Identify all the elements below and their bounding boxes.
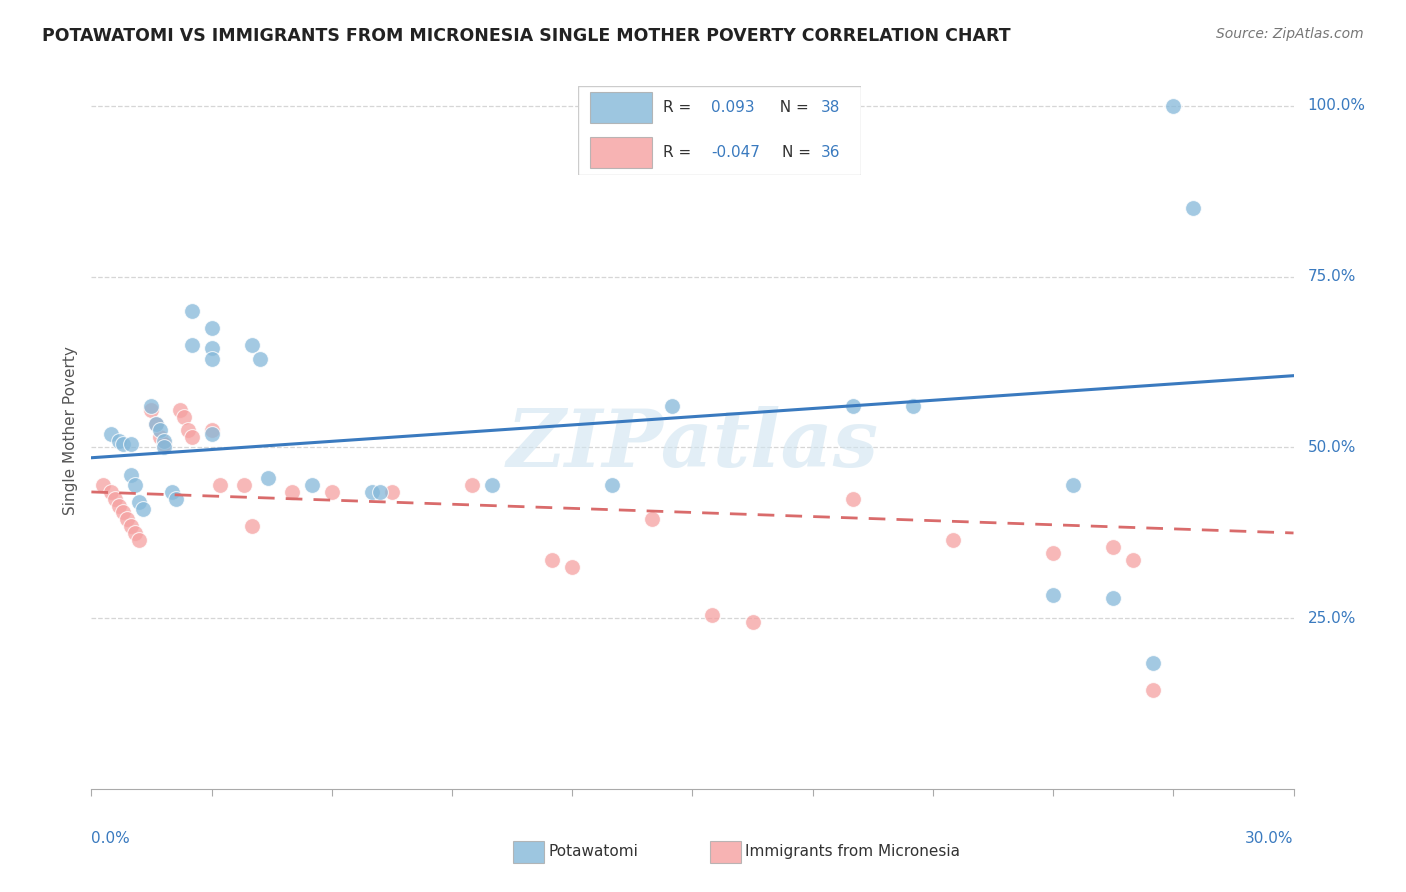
Text: Immigrants from Micronesia: Immigrants from Micronesia — [745, 845, 960, 859]
Point — [173, 409, 195, 424]
Text: 25.0%: 25.0% — [1308, 611, 1355, 626]
Point — [561, 560, 583, 574]
Point — [741, 615, 763, 629]
Text: 75.0%: 75.0% — [1308, 269, 1355, 284]
Point — [208, 478, 231, 492]
Point — [240, 338, 263, 352]
Point — [201, 321, 224, 335]
Point — [281, 485, 304, 500]
Point — [100, 485, 122, 500]
Point — [381, 485, 404, 500]
Point — [541, 553, 564, 567]
Text: Potawatomi: Potawatomi — [548, 845, 638, 859]
Point — [1142, 656, 1164, 670]
Text: 30.0%: 30.0% — [1246, 831, 1294, 847]
Text: 100.0%: 100.0% — [1308, 98, 1365, 113]
Point — [942, 533, 965, 547]
Point — [841, 400, 863, 414]
Point — [301, 478, 323, 492]
Point — [152, 434, 174, 448]
Point — [141, 403, 163, 417]
Point — [1042, 546, 1064, 561]
Point — [117, 512, 139, 526]
Point — [1142, 683, 1164, 698]
Point — [240, 519, 263, 533]
Point — [165, 491, 187, 506]
Point — [176, 424, 198, 438]
Point — [152, 437, 174, 451]
Point — [1042, 588, 1064, 602]
Y-axis label: Single Mother Poverty: Single Mother Poverty — [63, 346, 79, 515]
Text: 50.0%: 50.0% — [1308, 440, 1355, 455]
Point — [321, 485, 343, 500]
Point — [201, 426, 224, 441]
Point — [93, 478, 115, 492]
Point — [145, 417, 167, 431]
Point — [132, 502, 155, 516]
Point — [841, 491, 863, 506]
Point — [180, 338, 202, 352]
Point — [145, 417, 167, 431]
Point — [1122, 553, 1144, 567]
Point — [1062, 478, 1084, 492]
Point — [201, 351, 224, 366]
Point — [661, 400, 683, 414]
Point — [104, 491, 127, 506]
Point — [121, 437, 143, 451]
Point — [641, 512, 664, 526]
Point — [148, 424, 170, 438]
Point — [128, 495, 150, 509]
Point — [232, 478, 254, 492]
Point — [901, 400, 924, 414]
Point — [180, 430, 202, 444]
Point — [180, 303, 202, 318]
Point — [128, 533, 150, 547]
Point — [108, 499, 131, 513]
Point — [160, 485, 183, 500]
Point — [201, 424, 224, 438]
Point — [1102, 591, 1125, 605]
Point — [108, 434, 131, 448]
Point — [152, 441, 174, 455]
Point — [100, 426, 122, 441]
Point — [124, 478, 146, 492]
Point — [256, 471, 278, 485]
Point — [112, 437, 135, 451]
Text: Source: ZipAtlas.com: Source: ZipAtlas.com — [1216, 27, 1364, 41]
Point — [141, 400, 163, 414]
Point — [121, 519, 143, 533]
Text: POTAWATOMI VS IMMIGRANTS FROM MICRONESIA SINGLE MOTHER POVERTY CORRELATION CHART: POTAWATOMI VS IMMIGRANTS FROM MICRONESIA… — [42, 27, 1011, 45]
Point — [1163, 98, 1185, 112]
Point — [481, 478, 503, 492]
Point — [112, 505, 135, 519]
Point — [461, 478, 484, 492]
Point — [169, 403, 191, 417]
Point — [148, 430, 170, 444]
Point — [121, 467, 143, 482]
Point — [1182, 201, 1205, 215]
Point — [602, 478, 624, 492]
Point — [360, 485, 382, 500]
Point — [368, 485, 391, 500]
Point — [702, 608, 724, 623]
Point — [124, 526, 146, 541]
Point — [201, 342, 224, 356]
Point — [249, 351, 271, 366]
Text: 0.0%: 0.0% — [91, 831, 131, 847]
Text: ZIPatlas: ZIPatlas — [506, 406, 879, 483]
Point — [1102, 540, 1125, 554]
